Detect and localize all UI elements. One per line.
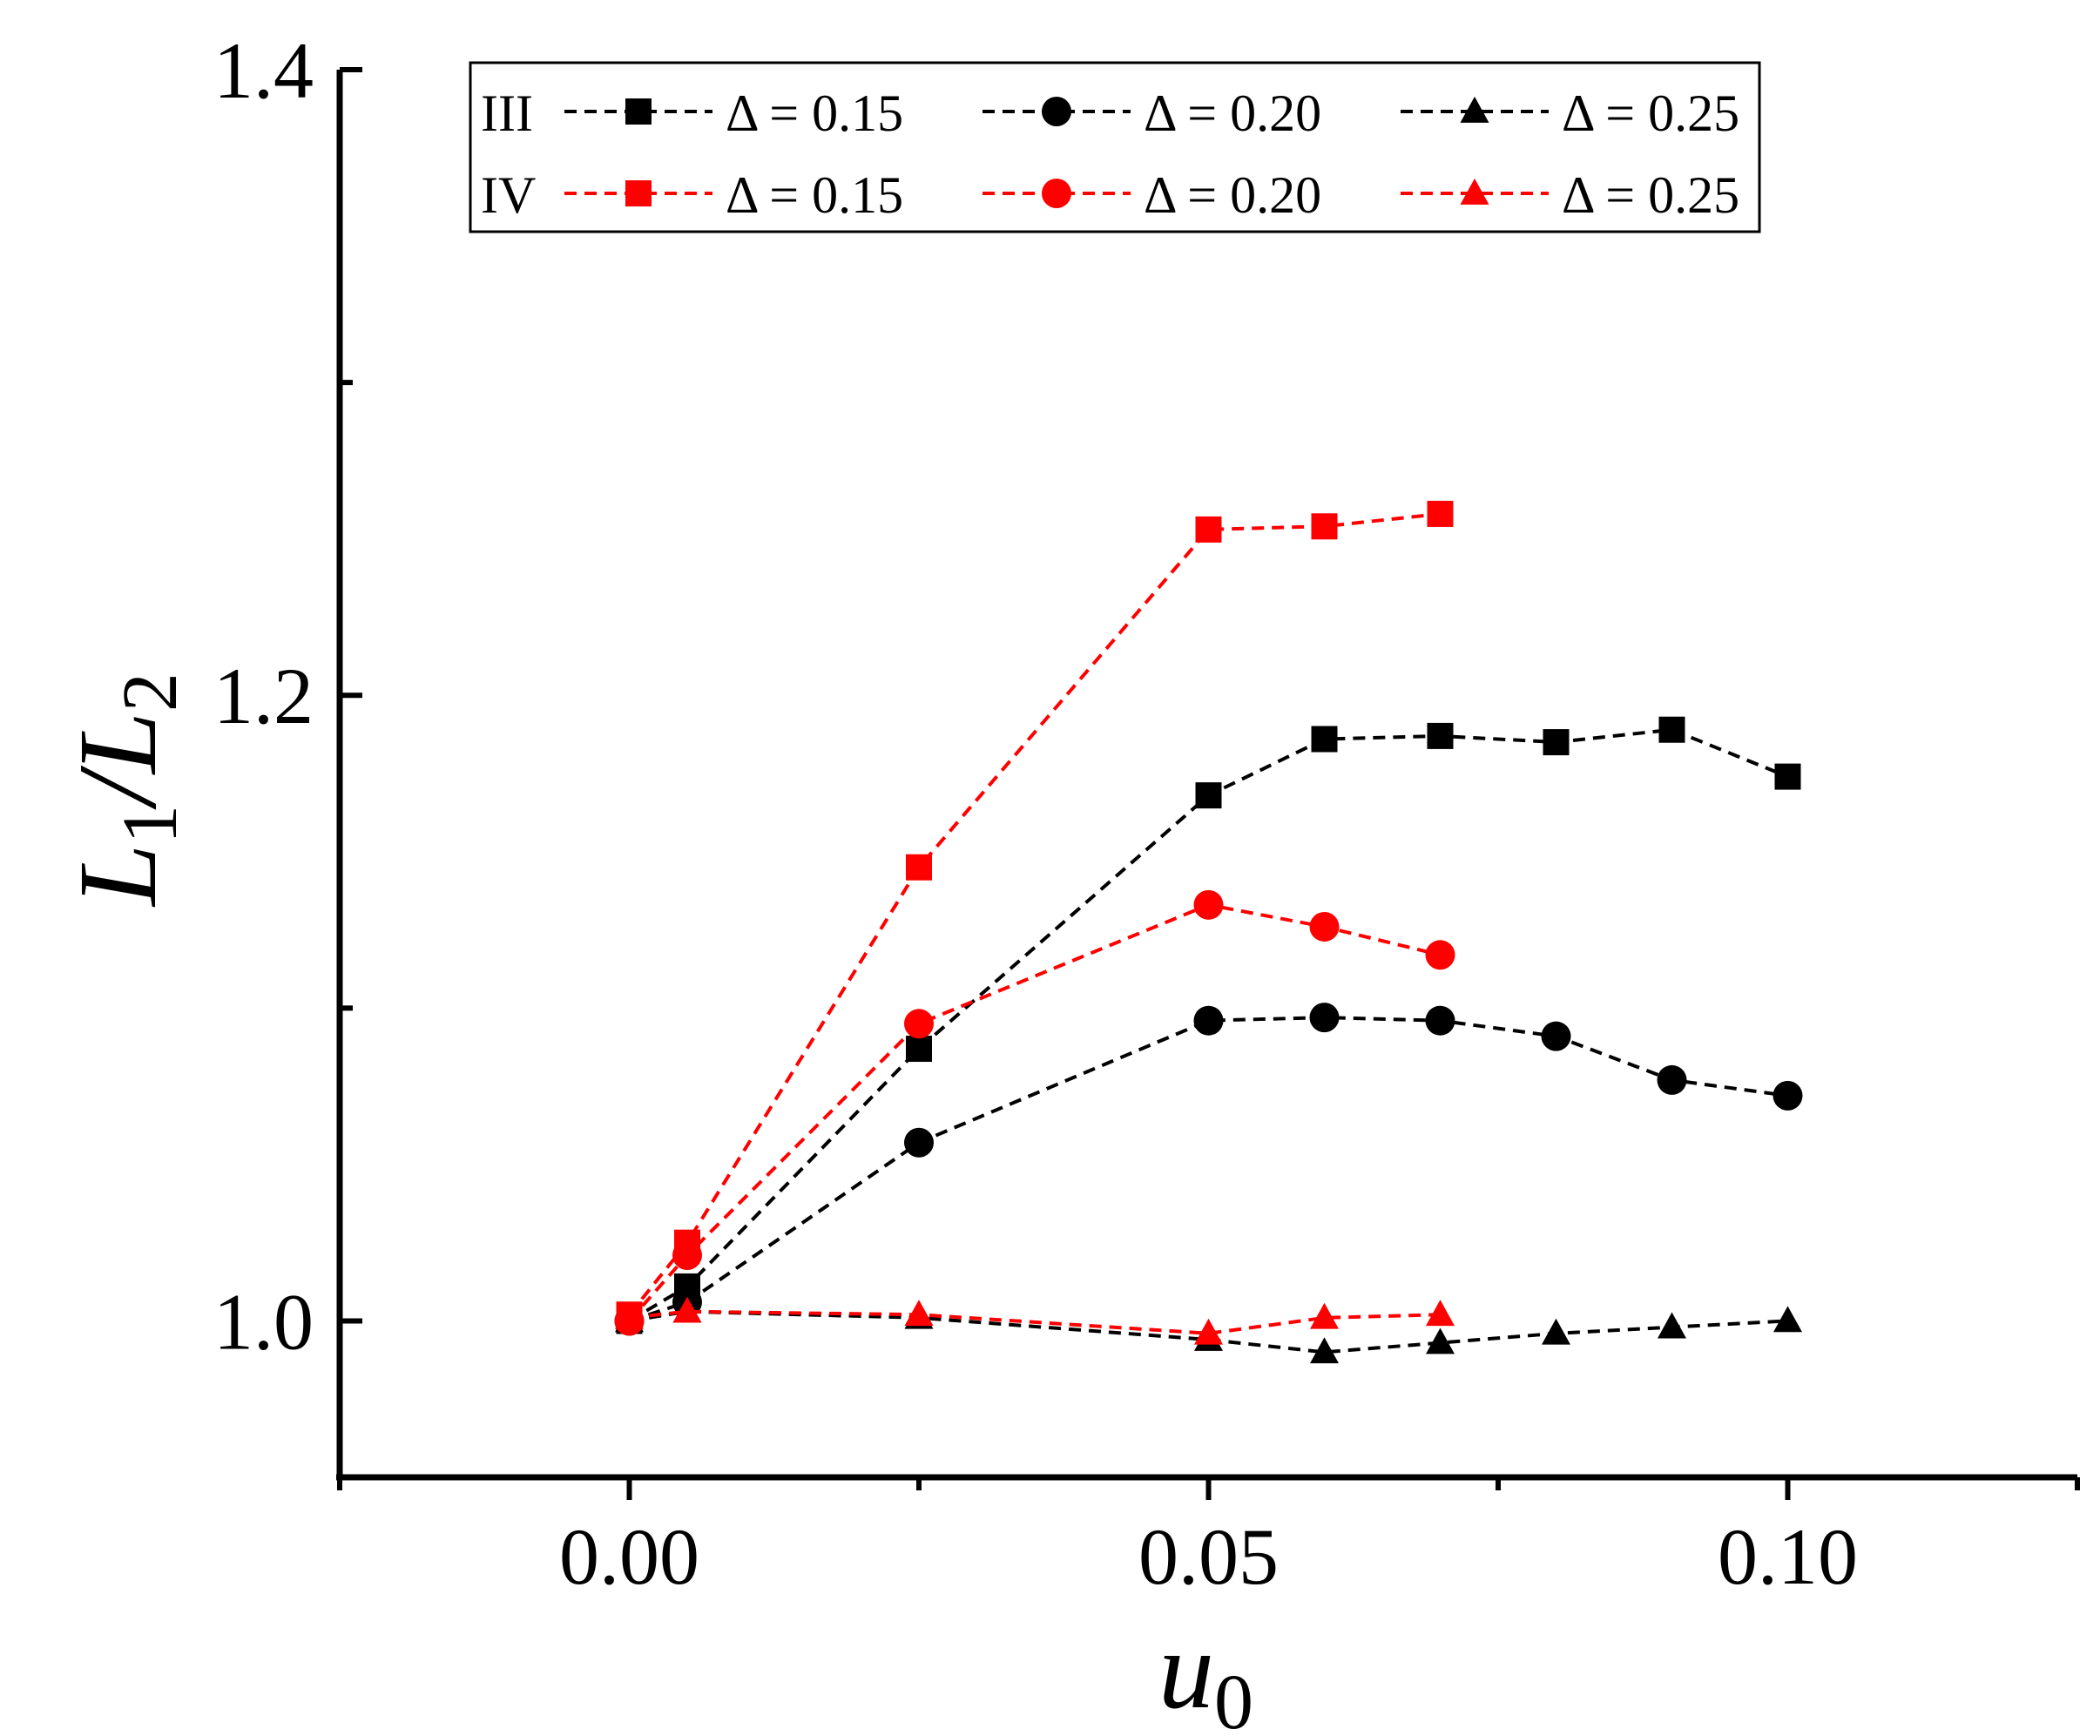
data-point xyxy=(1195,516,1222,543)
data-point xyxy=(1425,1005,1455,1036)
data-point xyxy=(904,1127,934,1158)
plot-series xyxy=(614,500,1803,1364)
y-tick-label: 1.0 xyxy=(213,1277,314,1366)
series-iv-circle xyxy=(614,889,1455,1336)
legend-entry: Δ = 0.25 xyxy=(1401,84,1739,142)
data-point xyxy=(1542,1318,1570,1345)
data-point xyxy=(1658,1312,1686,1339)
series-line xyxy=(627,511,1441,1316)
series-line xyxy=(629,1309,1441,1335)
legend-label: Δ = 0.25 xyxy=(1562,84,1739,142)
data-point xyxy=(1425,940,1455,970)
legend-marker xyxy=(1042,179,1071,208)
series-iii-square xyxy=(616,716,1801,1334)
legend-marker xyxy=(1460,178,1489,205)
series-line xyxy=(629,1309,1788,1354)
data-point xyxy=(1426,1300,1455,1327)
data-point xyxy=(1774,763,1801,790)
legend: III IV Δ = 0.15 Δ = 0.20 Δ = 0.25Δ = 0.15 Δ… xyxy=(469,61,1761,233)
legend-label: Δ = 0.20 xyxy=(1144,166,1321,224)
legend-box xyxy=(469,61,1761,233)
legend-entry: Δ = 0.20 xyxy=(982,84,1321,142)
legend-group-label-iii: III xyxy=(481,84,533,142)
data-point xyxy=(1195,782,1222,809)
data-point xyxy=(904,1300,934,1327)
x-tick-label: 0.10 xyxy=(1718,1512,1858,1601)
y-tick-label: 1.4 xyxy=(213,26,314,115)
legend-label: Δ = 0.25 xyxy=(1562,166,1739,224)
legend-entries: Δ = 0.15 Δ = 0.20 Δ = 0.25 Δ = 0.15 Δ = 0.20… xyxy=(564,84,1739,224)
axes: 1.0 1.2 1.4 0.00 0.05 0.10 xyxy=(213,26,2080,1601)
data-point xyxy=(1657,1064,1687,1095)
data-point xyxy=(1311,513,1338,540)
data-point xyxy=(1541,1021,1571,1051)
data-point xyxy=(906,1036,932,1063)
data-point xyxy=(1310,1302,1339,1329)
x-axis-title: u0 xyxy=(1158,1608,1253,1736)
data-point xyxy=(906,854,932,881)
series-iv-triangle xyxy=(615,1296,1455,1345)
x-tick-label: 0.05 xyxy=(1138,1512,1279,1601)
legend-entry: Δ = 0.20 xyxy=(982,166,1321,224)
data-point xyxy=(1427,500,1454,527)
data-point xyxy=(1310,1337,1339,1364)
legend-marker xyxy=(625,180,652,206)
series-iii-circle xyxy=(614,1003,1803,1336)
data-point xyxy=(1773,1306,1802,1333)
legend-entry: Δ = 0.15 xyxy=(564,84,903,142)
legend-marker xyxy=(1042,97,1071,126)
data-point xyxy=(1426,1327,1455,1354)
data-point xyxy=(672,1240,702,1271)
data-point xyxy=(1194,1318,1223,1345)
legend-label: Δ = 0.15 xyxy=(726,84,903,142)
x-ticks: 0.00 0.05 0.10 xyxy=(337,1477,2080,1601)
legend-entry: Δ = 0.25 xyxy=(1401,166,1739,224)
series-line xyxy=(627,902,1441,1322)
data-point xyxy=(1193,1005,1224,1036)
y-axis-title: L1/L2 xyxy=(56,672,193,908)
legend-label: Δ = 0.20 xyxy=(1144,84,1321,142)
data-point xyxy=(1309,1003,1340,1033)
data-point xyxy=(1543,729,1570,756)
data-point xyxy=(615,1302,644,1329)
legend-label: Δ = 0.15 xyxy=(726,166,903,224)
data-point xyxy=(904,1009,934,1039)
data-point xyxy=(672,1296,702,1323)
y-tick-label: 1.2 xyxy=(213,652,314,740)
x-tick-label: 0.00 xyxy=(559,1512,699,1601)
legend-group-label-iv: IV xyxy=(481,166,536,224)
data-point xyxy=(1311,726,1338,753)
legend-marker xyxy=(625,98,652,125)
legend-entry: Δ = 0.15 xyxy=(564,166,903,224)
y-ticks: 1.0 1.2 1.4 xyxy=(213,26,362,1366)
legend-marker xyxy=(1460,96,1489,123)
data-point xyxy=(1193,889,1224,920)
data-point xyxy=(1427,722,1454,749)
data-point xyxy=(1658,716,1685,743)
data-point xyxy=(1309,911,1340,942)
data-point xyxy=(1773,1080,1803,1111)
